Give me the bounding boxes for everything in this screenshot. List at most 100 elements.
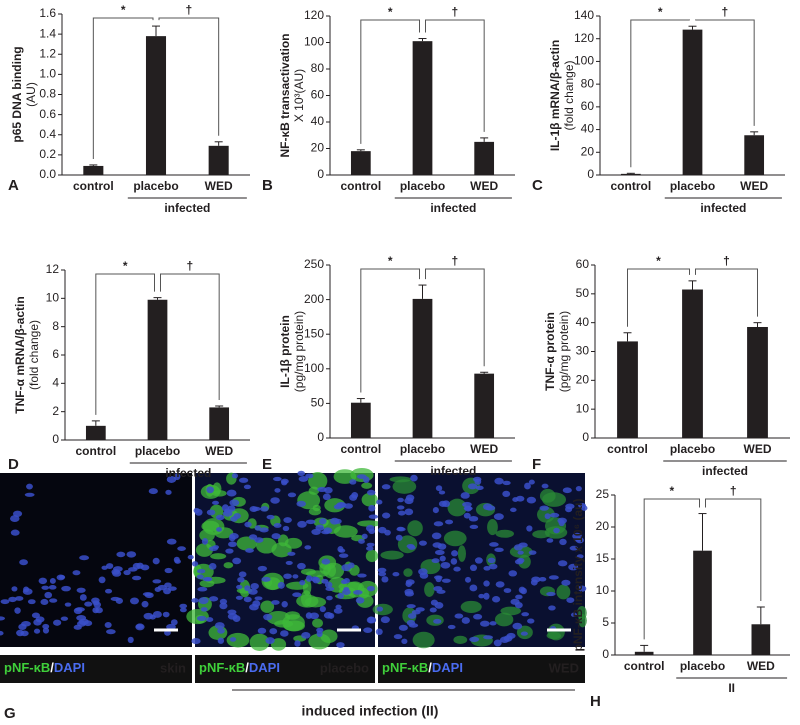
nucleus bbox=[393, 634, 403, 640]
nucleus bbox=[166, 475, 177, 483]
y-tick-label: 60 bbox=[576, 257, 590, 271]
significance-mark: * bbox=[388, 254, 393, 268]
nucleus bbox=[469, 584, 478, 592]
nucleus bbox=[148, 488, 158, 495]
nucleus bbox=[297, 562, 306, 570]
group-label: infected bbox=[430, 201, 476, 215]
stain-green bbox=[392, 479, 417, 494]
stain-green bbox=[305, 570, 329, 578]
nucleus bbox=[212, 545, 219, 550]
stain-green bbox=[357, 520, 382, 527]
y-tick-label: 40 bbox=[581, 122, 595, 136]
y-tick-label: 0.0 bbox=[39, 167, 56, 181]
nucleus bbox=[512, 497, 519, 502]
nucleus bbox=[512, 622, 523, 630]
nucleus bbox=[319, 606, 326, 613]
nucleus bbox=[225, 548, 234, 554]
nucleus bbox=[266, 514, 275, 520]
nucleus bbox=[433, 618, 442, 624]
y-tick-label: 0.4 bbox=[39, 127, 56, 141]
nucleus bbox=[304, 545, 312, 550]
stain-green bbox=[443, 530, 467, 547]
y-tick-label: 2 bbox=[52, 404, 59, 418]
x-tick-label: control bbox=[73, 179, 114, 193]
nucleus bbox=[245, 548, 254, 553]
nucleus bbox=[520, 631, 528, 636]
nucleus bbox=[10, 529, 20, 536]
stain-green bbox=[361, 492, 378, 507]
x-tick-label: placebo bbox=[670, 442, 715, 456]
nucleus bbox=[128, 567, 138, 572]
nucleus bbox=[549, 512, 560, 518]
significance-mark: † bbox=[723, 254, 730, 268]
nucleus bbox=[410, 474, 418, 482]
significance-bracket bbox=[695, 19, 755, 126]
nucleus bbox=[517, 550, 524, 555]
nucleus bbox=[469, 636, 480, 643]
nucleus bbox=[358, 538, 365, 544]
y-tick-label: 25 bbox=[596, 487, 610, 501]
bar bbox=[412, 41, 433, 175]
nucleus bbox=[368, 504, 376, 512]
y-tick-label: 200 bbox=[304, 292, 324, 306]
stain-green bbox=[199, 579, 215, 588]
nucleus bbox=[469, 524, 479, 529]
x-tick-label: WED bbox=[747, 659, 775, 673]
y-tick-label: 0.6 bbox=[39, 107, 56, 121]
nucleus bbox=[173, 556, 180, 563]
stain-green bbox=[500, 606, 522, 616]
y-tick-label: 250 bbox=[304, 257, 324, 271]
nucleus bbox=[126, 551, 137, 558]
label-strip bbox=[0, 655, 192, 683]
x-tick-label: WED bbox=[470, 179, 498, 193]
significance-mark: * bbox=[388, 5, 393, 19]
stain-name: pNF-κB bbox=[4, 660, 50, 675]
stain-green bbox=[380, 550, 404, 560]
nucleus bbox=[16, 629, 25, 637]
y-tick-label: 0 bbox=[582, 430, 589, 444]
nucleus bbox=[404, 508, 414, 516]
x-tick-label: control bbox=[607, 442, 648, 456]
nucleus bbox=[282, 525, 290, 532]
nucleus bbox=[485, 505, 496, 511]
stain-green bbox=[556, 584, 571, 600]
stain-name: / bbox=[245, 660, 249, 675]
y-tick-label: 12 bbox=[46, 262, 60, 276]
nucleus bbox=[170, 619, 178, 626]
stain-green bbox=[457, 545, 466, 562]
significance-bracket bbox=[695, 268, 758, 317]
nucleus bbox=[206, 617, 214, 622]
nucleus bbox=[577, 585, 587, 592]
bar bbox=[350, 402, 371, 438]
y-tick-label: 150 bbox=[304, 326, 324, 340]
panel-letter: F bbox=[532, 456, 541, 473]
nucleus bbox=[228, 541, 237, 548]
nucleus bbox=[528, 550, 537, 555]
nucleus bbox=[31, 612, 40, 619]
nucleus bbox=[263, 613, 273, 621]
nucleus bbox=[24, 492, 35, 497]
bar bbox=[751, 624, 771, 655]
nucleus bbox=[396, 505, 405, 510]
nucleus bbox=[305, 612, 313, 619]
nucleus bbox=[562, 487, 572, 494]
y-tick-label: 1.0 bbox=[39, 67, 56, 81]
nucleus bbox=[480, 620, 490, 627]
y-tick-label: 0.2 bbox=[39, 147, 56, 161]
nucleus bbox=[565, 506, 573, 513]
nucleus bbox=[254, 525, 261, 531]
nucleus bbox=[515, 594, 523, 600]
nucleus bbox=[15, 596, 24, 601]
stain-green bbox=[494, 612, 514, 627]
nucleus bbox=[516, 557, 525, 563]
significance-bracket bbox=[630, 19, 690, 168]
nucleus bbox=[191, 598, 199, 603]
nucleus bbox=[216, 527, 223, 532]
nucleus bbox=[557, 560, 568, 567]
nucleus bbox=[397, 510, 406, 516]
nucleus bbox=[575, 537, 584, 544]
nucleus bbox=[408, 623, 419, 628]
nucleus bbox=[468, 515, 479, 522]
stain-green bbox=[361, 482, 373, 489]
